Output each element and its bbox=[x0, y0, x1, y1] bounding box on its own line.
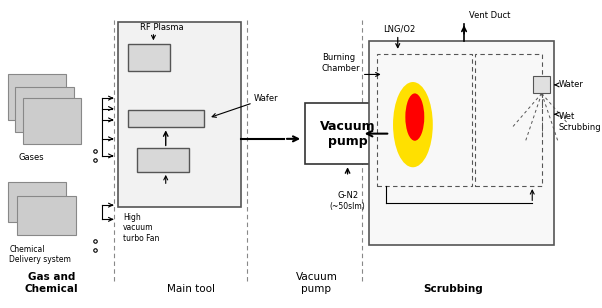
Ellipse shape bbox=[393, 82, 433, 167]
Bar bbox=[8, 75, 66, 120]
Text: Chemical
Delivery system: Chemical Delivery system bbox=[10, 245, 72, 264]
Bar bbox=[137, 148, 190, 172]
Bar bbox=[476, 54, 542, 186]
Text: Vacuum
pump: Vacuum pump bbox=[320, 120, 376, 148]
Text: High
vacuum
turbo Fan: High vacuum turbo Fan bbox=[123, 213, 160, 242]
Text: Wet
Scrubbing: Wet Scrubbing bbox=[559, 112, 601, 132]
Text: Gases: Gases bbox=[19, 153, 45, 162]
Text: G-N2: G-N2 bbox=[337, 191, 358, 200]
Bar bbox=[119, 22, 241, 207]
Bar bbox=[8, 182, 66, 222]
Bar bbox=[370, 41, 554, 245]
Text: Vacuum
pump: Vacuum pump bbox=[296, 272, 337, 294]
Text: LNG/O2: LNG/O2 bbox=[383, 25, 416, 34]
Text: Scrubbing: Scrubbing bbox=[423, 284, 483, 294]
Bar bbox=[305, 103, 390, 164]
Text: RF Plasma: RF Plasma bbox=[140, 23, 184, 32]
Bar bbox=[15, 87, 74, 132]
Text: Vent Duct: Vent Duct bbox=[469, 11, 510, 20]
Text: Main tool: Main tool bbox=[167, 284, 215, 294]
Text: Gas and
Chemical: Gas and Chemical bbox=[25, 272, 78, 294]
Text: (~50slm): (~50slm) bbox=[330, 202, 365, 211]
Bar bbox=[128, 111, 203, 128]
Bar bbox=[533, 76, 550, 93]
Text: Wafer: Wafer bbox=[254, 94, 279, 103]
Text: Water: Water bbox=[559, 80, 583, 89]
Text: Burning
Chamber: Burning Chamber bbox=[322, 53, 361, 73]
Bar bbox=[17, 196, 76, 235]
Bar bbox=[23, 98, 81, 144]
Bar bbox=[377, 54, 471, 186]
Bar bbox=[128, 44, 170, 71]
Ellipse shape bbox=[405, 93, 424, 141]
